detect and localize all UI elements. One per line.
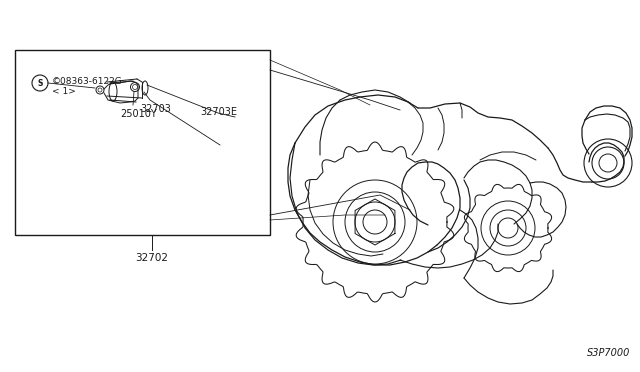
Text: 32702: 32702 (136, 253, 168, 263)
Text: ©08363-6122G: ©08363-6122G (52, 77, 123, 86)
Text: S: S (37, 78, 43, 87)
Text: 32703: 32703 (140, 104, 171, 114)
Bar (15, 50, 270, 235)
Text: 25010Y: 25010Y (120, 109, 157, 119)
Text: 32703E: 32703E (200, 107, 237, 117)
Text: < 1>: < 1> (52, 87, 76, 96)
Text: S3P7000: S3P7000 (587, 348, 630, 358)
